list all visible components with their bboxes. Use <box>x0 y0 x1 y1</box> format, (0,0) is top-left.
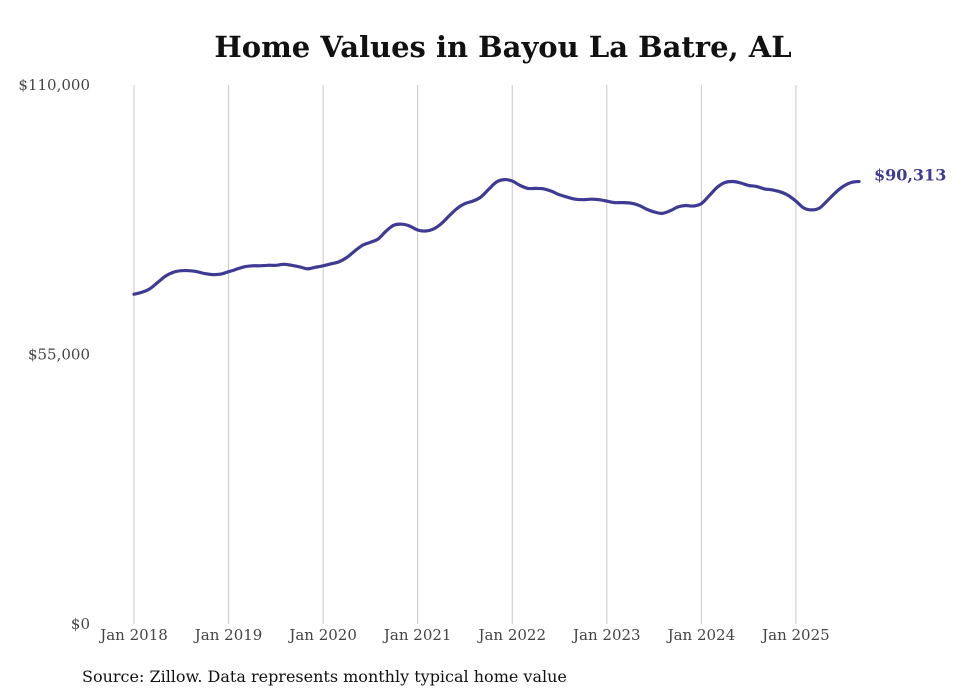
series-line-0 <box>132 177 861 296</box>
x-tick-label: Jan 2020 <box>287 626 357 644</box>
x-tick-label: Jan 2025 <box>760 626 830 644</box>
y-tick-label: $110,000 <box>18 76 90 94</box>
y-axis-tick-labels: $0 $55,000 $110,000 <box>18 76 90 633</box>
series-end-value-label: $90,313 <box>874 165 946 184</box>
x-tick-label: Jan 2018 <box>98 626 168 644</box>
x-tick-label: Jan 2022 <box>476 626 546 644</box>
x-tick-label: Jan 2024 <box>666 626 736 644</box>
x-axis-tick-labels: Jan 2018 Jan 2019 Jan 2020 Jan 2021 Jan 2022… <box>98 626 829 644</box>
x-tick-label: Jan 2019 <box>193 626 263 644</box>
y-tick-label: $0 <box>71 615 90 633</box>
y-tick-label: $55,000 <box>28 346 90 364</box>
gridlines <box>133 85 797 624</box>
series-layer: $90,313 <box>132 165 946 296</box>
x-tick-label: Jan 2021 <box>382 626 452 644</box>
chart-title: Home Values in Bayou La Batre, AL <box>214 30 792 64</box>
x-tick-label: Jan 2023 <box>571 626 641 644</box>
source-note: Source: Zillow. Data represents monthly … <box>82 667 567 686</box>
